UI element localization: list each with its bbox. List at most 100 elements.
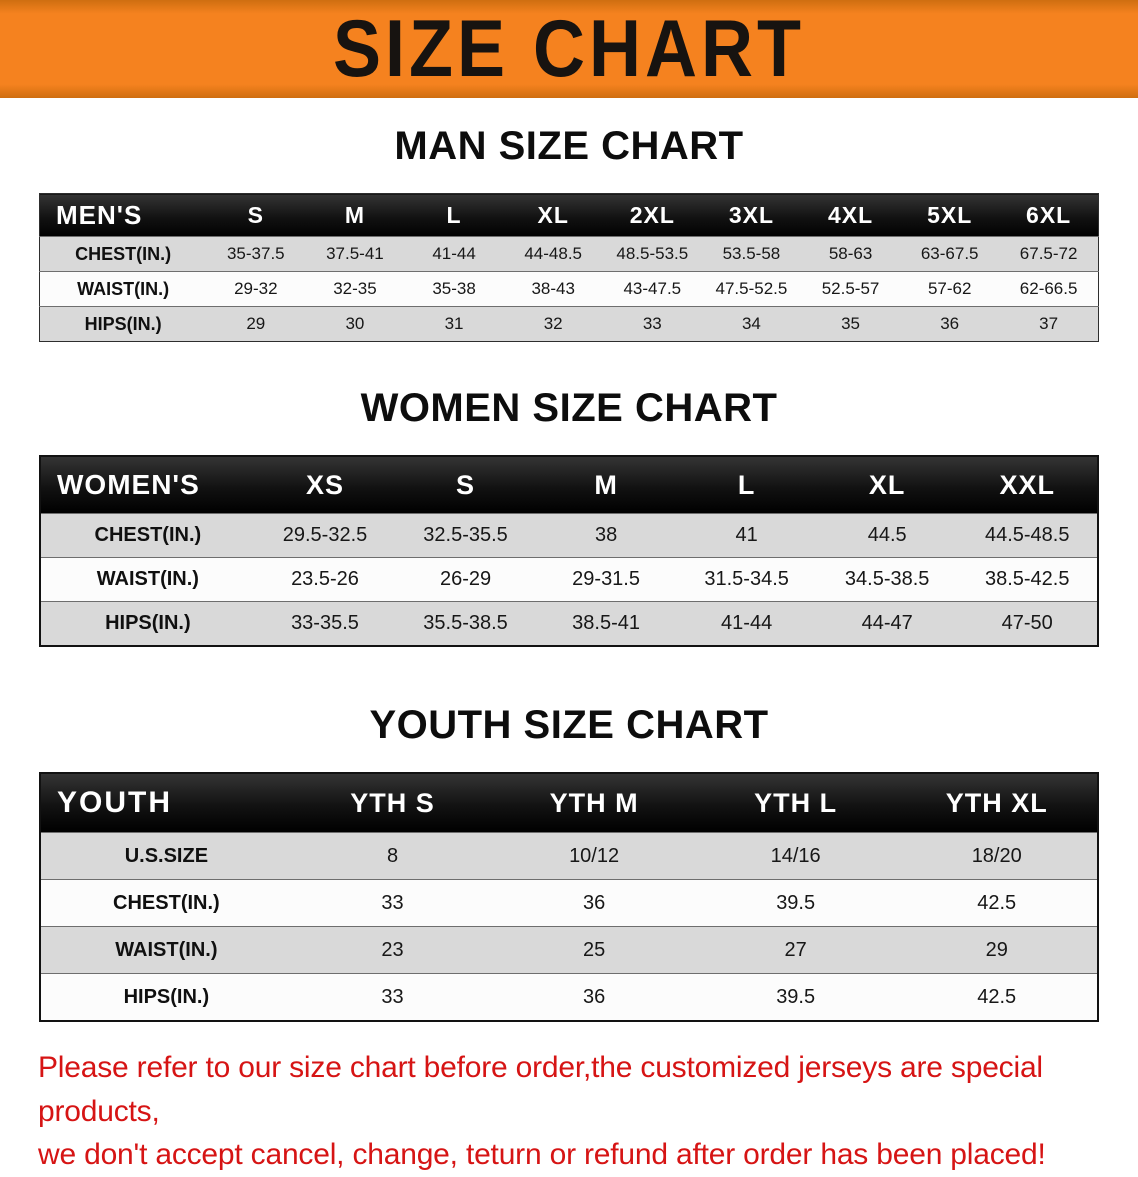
measurement-value: 41 [676, 513, 817, 558]
measurement-value: 27 [694, 926, 897, 974]
measurement-value: 14/16 [694, 832, 897, 880]
size-column-header: 2XL [602, 193, 702, 237]
size-column-header: L [676, 456, 817, 514]
measurement-value: 43-47.5 [602, 271, 702, 307]
measurement-value: 38 [535, 513, 677, 558]
measurement-value: 36 [900, 306, 1000, 342]
measurement-value: 38.5-42.5 [957, 557, 1098, 602]
table-header-row: YOUTH YTH S YTH M YTH L YTH XL [40, 773, 1098, 833]
measurement-value: 44-48.5 [503, 236, 603, 272]
table-row: WAIST(IN.) 23 25 27 29 [40, 926, 1098, 974]
size-column-header: M [535, 456, 677, 514]
table-row: CHEST(IN.) 33 36 39.5 42.5 [40, 879, 1098, 927]
measurement-value: 39.5 [694, 973, 897, 1021]
measurement-value: 33 [291, 973, 494, 1021]
table-row: HIPS(IN.) 33 36 39.5 42.5 [40, 973, 1098, 1021]
measurement-value: 34.5-38.5 [816, 557, 958, 602]
notice-line-1: Please refer to our size chart before or… [38, 1051, 1043, 1128]
table-header-row: MEN'S S M L XL 2XL 3XL 4XL 5XL 6XL [39, 193, 1099, 237]
table-row: WAIST(IN.) 23.5-26 26-29 29-31.5 31.5-34.5 34… [40, 557, 1098, 602]
measurement-value: 63-67.5 [900, 236, 1000, 272]
measurement-value: 32-35 [305, 271, 405, 307]
measurement-value: 52.5-57 [801, 271, 901, 307]
size-column-header: 5XL [900, 193, 1000, 237]
measurement-value: 35-38 [404, 271, 504, 307]
size-column-header: YTH L [694, 773, 897, 833]
measurement-value: 44.5 [816, 513, 958, 558]
measurement-value: 42.5 [896, 973, 1098, 1021]
measurement-value: 35-37.5 [206, 236, 306, 272]
measurement-label: CHEST(IN.) [40, 513, 255, 558]
measurement-label: CHEST(IN.) [40, 879, 292, 927]
measurement-value: 33 [602, 306, 702, 342]
measurement-value: 36 [493, 973, 695, 1021]
measurement-label: HIPS(IN.) [40, 601, 255, 646]
table-title-cell: YOUTH [40, 773, 292, 833]
measurement-value: 23.5-26 [254, 557, 396, 602]
measurement-value: 67.5-72 [999, 236, 1099, 272]
youth-section-heading: YOUTH SIZE CHART [369, 703, 769, 747]
order-notice: Please refer to our size chart before or… [38, 1046, 1100, 1177]
size-column-header: YTH M [493, 773, 695, 833]
measurement-value: 10/12 [493, 832, 695, 880]
size-column-header: S [395, 456, 536, 514]
measurement-label: WAIST(IN.) [40, 926, 292, 974]
measurement-label: HIPS(IN.) [39, 306, 207, 342]
banner: SIZE CHART [0, 0, 1138, 98]
measurement-value: 58-63 [801, 236, 901, 272]
measurement-value: 32 [503, 306, 603, 342]
measurement-value: 47-50 [957, 601, 1098, 646]
women-size-table: WOMEN'S XS S M L XL XXL CHEST(IN.) 29.5-32.5 32.5… [39, 455, 1099, 647]
size-column-header: XS [254, 456, 396, 514]
size-column-header: 6XL [999, 193, 1099, 237]
notice-line-2: we don't accept cancel, change, teturn o… [38, 1138, 1046, 1171]
measurement-value: 29 [206, 306, 306, 342]
measurement-label: CHEST(IN.) [39, 236, 207, 272]
measurement-value: 18/20 [896, 832, 1098, 880]
size-column-header: XXL [957, 456, 1098, 514]
measurement-value: 29-32 [206, 271, 306, 307]
measurement-value: 8 [291, 832, 494, 880]
measurement-value: 32.5-35.5 [395, 513, 536, 558]
measurement-value: 29 [896, 926, 1098, 974]
youth-size-section: YOUTH SIZE CHART YOUTH YTH S YTH M YTH L YTH… [0, 703, 1138, 1022]
measurement-label: U.S.SIZE [40, 832, 292, 880]
table-row: HIPS(IN.) 29 30 31 32 33 34 35 36 37 [39, 306, 1099, 342]
measurement-value: 39.5 [694, 879, 897, 927]
measurement-value: 34 [701, 306, 801, 342]
measurement-value: 44.5-48.5 [957, 513, 1098, 558]
men-size-section: MAN SIZE CHART MEN'S S M L XL 2XL 3XL 4XL 5XL 6XL… [0, 124, 1138, 342]
youth-size-table: YOUTH YTH S YTH M YTH L YTH XL U.S.SIZE 8 10/12… [39, 772, 1099, 1022]
size-column-header: S [206, 193, 306, 237]
measurement-value: 41-44 [676, 601, 817, 646]
table-title-cell: WOMEN'S [40, 456, 255, 514]
measurement-value: 31.5-34.5 [676, 557, 817, 602]
measurement-value: 23 [291, 926, 494, 974]
measurement-value: 37.5-41 [305, 236, 405, 272]
size-column-header: XL [503, 193, 603, 237]
measurement-value: 38-43 [503, 271, 603, 307]
table-row: WAIST(IN.) 29-32 32-35 35-38 38-43 43-47.5 47.… [39, 271, 1099, 307]
measurement-value: 33 [291, 879, 494, 927]
measurement-label: HIPS(IN.) [40, 973, 292, 1021]
measurement-value: 29.5-32.5 [254, 513, 396, 558]
measurement-value: 44-47 [816, 601, 958, 646]
table-header-row: WOMEN'S XS S M L XL XXL [40, 456, 1098, 514]
table-row: CHEST(IN.) 29.5-32.5 32.5-35.5 38 41 44.5 44.5… [40, 513, 1098, 558]
measurement-value: 38.5-41 [535, 601, 677, 646]
measurement-value: 36 [493, 879, 695, 927]
measurement-value: 48.5-53.5 [602, 236, 702, 272]
women-section-heading: WOMEN SIZE CHART [360, 386, 778, 430]
page-title: SIZE CHART [333, 4, 805, 94]
measurement-value: 62-66.5 [999, 271, 1099, 307]
size-column-header: M [305, 193, 405, 237]
measurement-value: 53.5-58 [701, 236, 801, 272]
measurement-value: 29-31.5 [535, 557, 677, 602]
size-column-header: L [404, 193, 504, 237]
size-column-header: XL [816, 456, 958, 514]
measurement-value: 30 [305, 306, 405, 342]
men-size-table: MEN'S S M L XL 2XL 3XL 4XL 5XL 6XL CHEST(IN.) 35-37… [39, 193, 1099, 342]
table-title-cell: MEN'S [39, 193, 207, 237]
measurement-value: 31 [404, 306, 504, 342]
